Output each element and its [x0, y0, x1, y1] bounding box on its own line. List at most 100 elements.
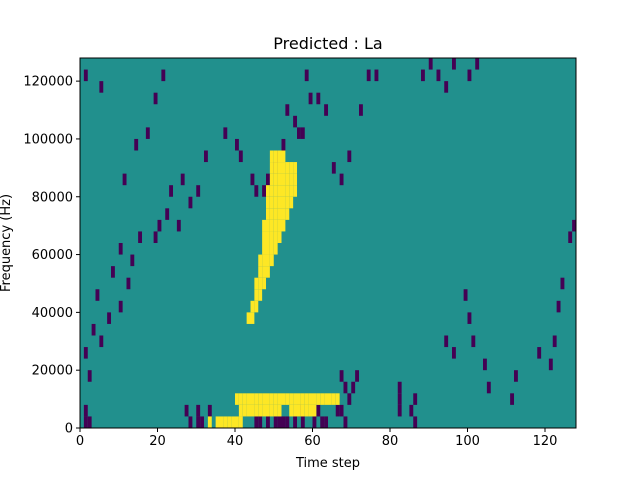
low-value-cell	[300, 416, 305, 428]
low-value-cell	[486, 381, 491, 394]
x-tick-label: 20	[149, 434, 166, 449]
y-tick-label: 120000	[23, 75, 73, 90]
high-value-cell	[266, 208, 270, 220]
low-value-cell	[312, 416, 317, 428]
low-value-cell	[285, 104, 290, 116]
high-value-cell	[277, 150, 282, 163]
high-value-cell	[285, 185, 290, 197]
low-value-cell	[366, 69, 371, 82]
low-value-cell	[568, 231, 573, 243]
high-value-cell	[277, 393, 282, 405]
low-value-cell	[452, 347, 456, 359]
high-value-cell	[266, 404, 270, 417]
low-value-cell	[343, 416, 348, 428]
high-value-cell	[285, 208, 290, 220]
high-value-cell	[269, 208, 274, 220]
high-value-cell	[262, 277, 267, 290]
low-value-cell	[91, 323, 96, 336]
heatmap-cells	[83, 58, 577, 428]
high-value-cell	[281, 162, 286, 174]
x-tick-label: 0	[76, 434, 84, 449]
plot-area	[79, 57, 577, 429]
high-value-cell	[266, 243, 270, 255]
low-value-cell	[355, 370, 360, 382]
high-value-cell	[277, 231, 282, 243]
high-value-cell	[246, 404, 251, 417]
high-value-cell	[293, 185, 298, 197]
high-value-cell	[289, 196, 294, 209]
low-value-cell	[254, 185, 259, 197]
low-value-cell	[510, 393, 515, 405]
low-value-cell	[99, 335, 104, 348]
high-value-cell	[281, 196, 286, 209]
low-value-cell	[552, 335, 557, 348]
high-value-cell	[231, 416, 236, 428]
low-value-cell	[413, 393, 418, 405]
high-value-cell	[254, 393, 259, 405]
y-tick-label: 20000	[32, 364, 73, 379]
high-value-cell	[269, 185, 274, 197]
high-value-cell	[235, 393, 239, 405]
low-value-cell	[134, 138, 139, 151]
high-value-cell	[273, 404, 278, 417]
high-value-cell	[250, 300, 255, 313]
low-value-cell	[169, 185, 174, 197]
low-value-cell	[339, 370, 344, 382]
low-value-cell	[207, 404, 212, 417]
low-value-cell	[324, 416, 329, 428]
high-value-cell	[277, 219, 282, 232]
high-value-cell	[250, 404, 255, 417]
low-value-cell	[223, 127, 228, 139]
low-value-cell	[250, 173, 255, 186]
high-value-cell	[266, 393, 270, 405]
high-value-cell	[246, 312, 251, 324]
low-value-cell	[235, 138, 239, 151]
high-value-cell	[304, 393, 309, 405]
high-value-cell	[266, 185, 270, 197]
low-value-cell	[130, 254, 135, 267]
low-value-cell	[324, 104, 329, 116]
high-value-cell	[277, 208, 282, 220]
high-value-cell	[254, 277, 259, 290]
low-value-cell	[285, 416, 290, 428]
low-value-cell	[188, 196, 193, 209]
high-value-cell	[289, 393, 294, 405]
y-axis-title: Frequency (Hz)	[0, 194, 14, 292]
high-value-cell	[320, 393, 325, 405]
high-value-cell	[324, 393, 329, 405]
low-value-cell	[258, 416, 263, 428]
high-value-cell	[281, 219, 286, 232]
x-tick-label: 60	[304, 434, 321, 449]
high-value-cell	[335, 393, 340, 405]
low-value-cell	[300, 127, 305, 139]
high-value-cell	[254, 404, 259, 417]
high-value-cell	[258, 266, 263, 278]
low-value-cell	[83, 404, 88, 417]
high-value-cell	[281, 393, 286, 405]
high-value-cell	[285, 173, 290, 186]
high-value-cell	[273, 185, 278, 197]
low-value-cell	[87, 416, 92, 428]
low-value-cell	[196, 404, 201, 417]
low-value-cell	[293, 115, 298, 128]
plot-frame	[79, 57, 577, 429]
high-value-cell	[250, 312, 255, 324]
high-value-cell	[273, 219, 278, 232]
low-value-cell	[126, 277, 131, 290]
high-value-cell	[269, 173, 274, 186]
high-value-cell	[262, 219, 267, 232]
high-value-cell	[266, 231, 270, 243]
low-value-cell	[196, 416, 201, 428]
low-value-cell	[196, 185, 201, 197]
low-value-cell	[409, 404, 414, 417]
low-value-cell	[347, 150, 352, 163]
low-value-cell	[145, 127, 150, 139]
high-value-cell	[266, 219, 270, 232]
low-value-cell	[452, 58, 456, 70]
high-value-cell	[269, 254, 274, 267]
high-value-cell	[273, 208, 278, 220]
low-value-cell	[397, 393, 402, 405]
low-value-cell	[463, 289, 468, 301]
low-value-cell	[428, 58, 433, 70]
